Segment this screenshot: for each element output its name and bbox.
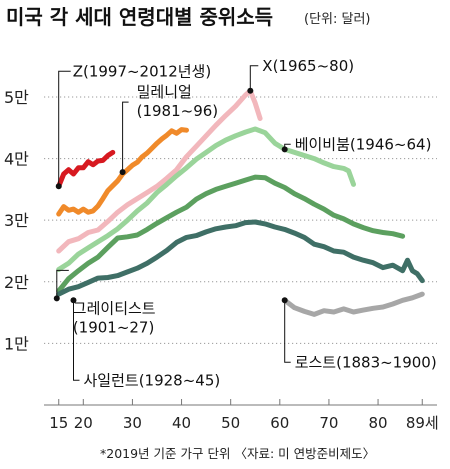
y-tick-label: 5만 xyxy=(4,88,29,107)
series-anchor-dot-1 xyxy=(119,169,126,176)
series-label-4: 사일런트(1928~45) xyxy=(84,371,221,389)
series-line-5 xyxy=(56,219,425,297)
series-label-1: 밀레니얼 xyxy=(137,83,192,101)
series-anchor-dot-3 xyxy=(281,146,288,153)
chart-title: 미국 각 세대 연령대별 중위소득 xyxy=(6,5,273,29)
x-tick-label: 20 xyxy=(74,414,93,432)
x-tick-label: 30 xyxy=(123,414,142,432)
y-tick-label: 1만 xyxy=(4,334,29,353)
series-label-5: 그레이티스트 xyxy=(73,299,156,317)
y-tick-label: 4만 xyxy=(4,150,29,169)
series-leader-line-4 xyxy=(73,300,80,381)
series-line-4 xyxy=(56,174,406,294)
x-tick-label: 60 xyxy=(270,414,289,432)
series-leader-line-6 xyxy=(284,300,291,363)
series-leader-line-2 xyxy=(249,65,259,91)
series-label-2: X(1965~80) xyxy=(262,57,354,75)
series-leader-line-0 xyxy=(58,70,71,187)
series-anchor-dot-4 xyxy=(70,297,77,304)
x-tick-label: 70 xyxy=(319,414,338,432)
series-anchor-dot-2 xyxy=(247,87,254,94)
series-leader-line-5 xyxy=(56,269,69,299)
unit-note: (단위: 달러) xyxy=(304,12,371,27)
series-line-2 xyxy=(56,88,263,254)
series-label-3: 베이비붐(1946~64) xyxy=(295,135,432,153)
series-line-6 xyxy=(282,291,425,317)
series-anchor-dot-6 xyxy=(281,297,288,304)
series-anchor-dot-5 xyxy=(53,295,60,302)
x-tick-label: 89세 xyxy=(406,414,439,432)
series-line-0 xyxy=(56,149,116,189)
y-tick-label: 2만 xyxy=(4,273,29,292)
series-label-6: 로스트(1883~1900) xyxy=(295,353,437,371)
series-label-0: Z(1997~2012년생) xyxy=(73,62,212,80)
series-leader-line-1 xyxy=(122,101,129,173)
footnote: *2019년 기준 가구 단위 〈자료: 미 연방준비제도〉 xyxy=(100,446,375,461)
y-tick-label: 3만 xyxy=(4,211,29,230)
x-tick-label: 50 xyxy=(221,414,240,432)
x-tick-label: 15 xyxy=(49,414,68,432)
series-label-1: (1981~96) xyxy=(137,102,219,120)
series-layer xyxy=(56,88,425,317)
series-label-5: (1901~27) xyxy=(73,318,155,336)
x-tick-label: 80 xyxy=(369,414,388,432)
series-line-3 xyxy=(56,126,356,272)
series-leader-line-3 xyxy=(284,143,291,150)
axes: 1만 2만 3만 4만 5만 15 20 30 40 50 60 70 80 89세 xyxy=(4,88,439,432)
x-tick-label: 40 xyxy=(172,414,191,432)
labels-layer: Z(1997~2012년생) 밀레니얼(1981~96) X(1965~80) 베이비… xyxy=(53,57,437,389)
